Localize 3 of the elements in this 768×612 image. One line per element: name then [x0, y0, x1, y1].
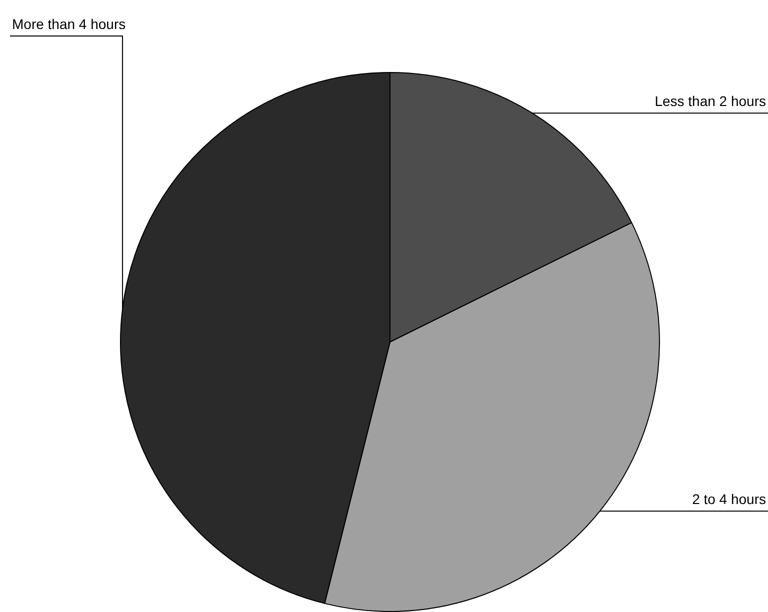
slice-label: More than 4 hours: [12, 16, 126, 32]
slice-label: 2 to 4 hours: [692, 491, 766, 508]
slice-label: Less than 2 hours: [654, 92, 766, 109]
